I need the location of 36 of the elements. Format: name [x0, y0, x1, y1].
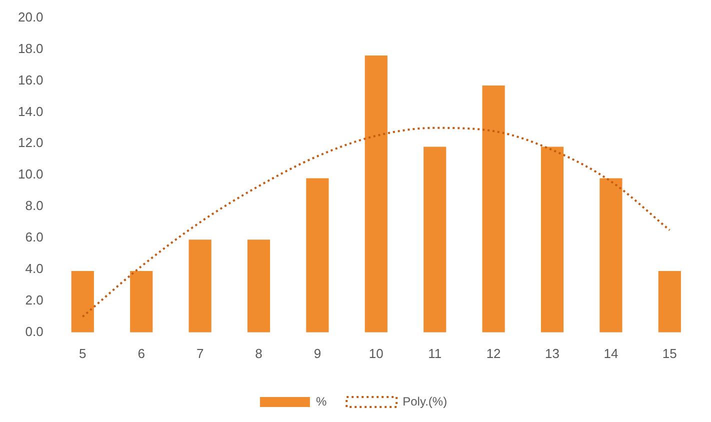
- y-tick-label: 2.0: [25, 292, 44, 308]
- x-tick-label: 5: [79, 346, 86, 361]
- bar: [540, 146, 564, 332]
- x-tick-label: 7: [196, 346, 204, 361]
- legend-label: %: [316, 394, 327, 408]
- y-tick-label: 12.0: [18, 135, 44, 150]
- x-tick-label: 14: [604, 346, 618, 361]
- bar: [306, 178, 329, 332]
- x-tick-label: 11: [428, 346, 442, 361]
- y-tick-label: 6.0: [25, 230, 44, 245]
- bar: [482, 85, 505, 332]
- line-series: [82, 126, 671, 318]
- bar: [130, 271, 153, 332]
- y-tick-label: 10.0: [18, 166, 44, 182]
- x-tick-label: 13: [545, 346, 560, 361]
- x-tick-label: 15: [662, 346, 677, 361]
- y-tick-label: 8.0: [25, 198, 44, 214]
- bar: [658, 271, 681, 332]
- x-tick-label: 10: [368, 346, 384, 361]
- x-tick-label: 12: [486, 346, 501, 361]
- bar: [188, 240, 212, 332]
- bar: [600, 178, 622, 332]
- legend-label: Poly.(%): [402, 394, 448, 408]
- y-tick-label: 14.0: [18, 104, 44, 119]
- x-tick-label: 9: [314, 346, 322, 361]
- x-tick-label: 8: [255, 346, 262, 361]
- y-tick-label: 20.0: [18, 9, 44, 24]
- y-tick-label: 16.0: [18, 72, 44, 88]
- bar: [247, 240, 270, 332]
- bar: [424, 146, 446, 332]
- y-tick-label: 0.0: [25, 324, 44, 339]
- y-tick-label: 4.0: [25, 261, 44, 276]
- bar: [364, 56, 388, 332]
- x-tick-label: 6: [138, 346, 145, 361]
- bar: [71, 271, 94, 332]
- y-tick-label: 18.0: [18, 40, 44, 56]
